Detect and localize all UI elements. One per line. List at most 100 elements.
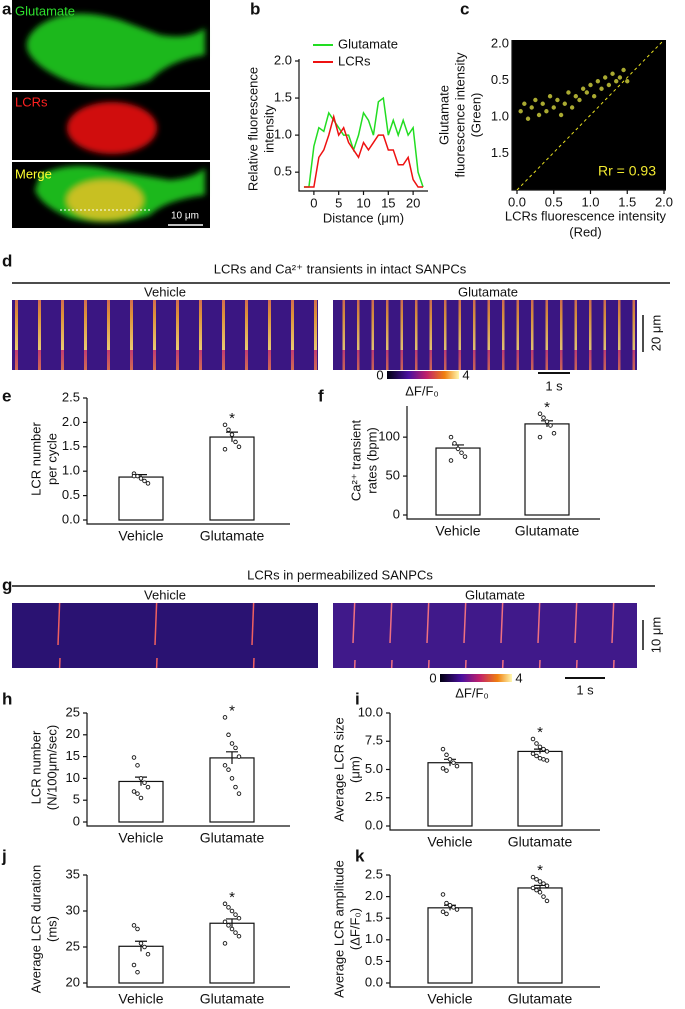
data-point bbox=[534, 753, 539, 759]
data-point bbox=[541, 894, 546, 899]
y-tick-label: 10.0 bbox=[358, 704, 383, 719]
x-tick-label: Glutamate bbox=[200, 830, 265, 846]
data-point bbox=[444, 768, 449, 773]
data-point bbox=[131, 962, 137, 968]
axes bbox=[389, 713, 600, 831]
data-point bbox=[222, 446, 228, 452]
scatter-point bbox=[606, 82, 612, 88]
identity-line bbox=[516, 39, 665, 191]
scatter-point bbox=[555, 97, 560, 103]
y-tick-label: 2.0 bbox=[274, 52, 292, 67]
data-point bbox=[459, 450, 464, 455]
y-tick-label: 0.5 bbox=[274, 164, 292, 179]
data-point bbox=[138, 795, 144, 801]
data-point bbox=[142, 478, 147, 484]
scatter-point bbox=[562, 101, 567, 106]
y-tick-label: 2.0 bbox=[62, 414, 80, 429]
scatter-point bbox=[621, 67, 626, 73]
data-point bbox=[236, 915, 242, 921]
y-tick-label: 1.5 bbox=[365, 910, 383, 925]
scatter-point bbox=[580, 86, 586, 91]
y-tick-label: 1.5 bbox=[62, 438, 80, 453]
y-axis-label: Average LCR duration bbox=[28, 865, 43, 993]
data-point bbox=[448, 458, 454, 463]
significance-marker: * bbox=[537, 724, 543, 741]
scatter-point bbox=[573, 94, 578, 99]
kymograph-events bbox=[333, 300, 637, 370]
y-axis-label: Average LCR amplitude bbox=[331, 860, 346, 998]
scale-label: 10 μm bbox=[171, 211, 199, 222]
scatter-point bbox=[551, 105, 556, 110]
x-tick-label: 1.5 bbox=[618, 194, 636, 209]
y-tick-label: 0.0 bbox=[365, 974, 383, 989]
annotation: Rr = 0.93 bbox=[598, 163, 656, 179]
x-axis-label: LCRs fluorescence intensity bbox=[505, 208, 667, 223]
channel-label: LCRs bbox=[15, 94, 48, 109]
panel-d: d LCRs and Ca²⁺ transients in intact SAN… bbox=[2, 251, 670, 398]
data-point bbox=[138, 941, 144, 946]
y-tick-label: 2.5 bbox=[365, 789, 383, 804]
data-point bbox=[226, 732, 231, 738]
data-point bbox=[229, 776, 235, 781]
y-tick-label: 1.0 bbox=[274, 127, 292, 142]
y-axis-label: per cycle bbox=[44, 433, 59, 485]
x-tick-label: 0.0 bbox=[508, 194, 526, 209]
axes bbox=[86, 398, 290, 525]
x-tick-label: Vehicle bbox=[435, 523, 480, 539]
scatter-point bbox=[591, 94, 597, 99]
data-point bbox=[440, 909, 446, 914]
y-tick-label: 0 bbox=[393, 506, 400, 521]
y-axis-label: (μm) bbox=[347, 756, 362, 783]
y-axis-label: intensity bbox=[261, 105, 276, 153]
data-point bbox=[236, 791, 242, 796]
scatter-point bbox=[588, 82, 593, 88]
data-point bbox=[444, 900, 449, 906]
panel-letter: i bbox=[355, 689, 360, 708]
data-point bbox=[530, 885, 536, 891]
legend-label: LCRs bbox=[338, 53, 371, 68]
condition-label: Glutamate bbox=[458, 284, 518, 299]
axes bbox=[406, 406, 600, 520]
panel-letter: h bbox=[2, 689, 12, 708]
y-tick-label: 1.0 bbox=[62, 463, 80, 478]
bar bbox=[118, 780, 164, 823]
x-tick-label: Vehicle bbox=[427, 834, 472, 850]
axes bbox=[298, 59, 428, 192]
bar bbox=[435, 447, 481, 516]
scatter-point bbox=[525, 116, 531, 121]
panel-g: g LCRs in permeabilized SANPCs Vehicle G… bbox=[2, 567, 663, 700]
y-tick-label: 1.0 bbox=[365, 931, 383, 946]
x-tick-label: 0 bbox=[310, 195, 317, 210]
data-point bbox=[135, 763, 140, 768]
y-tick-label: 25 bbox=[66, 704, 80, 719]
panel-letter: e bbox=[2, 386, 11, 405]
panel-letter: b bbox=[250, 0, 260, 18]
data-point bbox=[145, 951, 151, 957]
significance-marker: * bbox=[537, 862, 543, 879]
data-point bbox=[236, 754, 242, 759]
data-point bbox=[448, 434, 454, 440]
panel-letter: c bbox=[460, 0, 469, 18]
data-point bbox=[222, 763, 228, 768]
y-tick-label: 100 bbox=[378, 429, 400, 444]
data-point bbox=[541, 415, 546, 420]
data-point bbox=[233, 912, 238, 917]
scale-label: 10 μm bbox=[648, 617, 663, 653]
x-tick-label: Vehicle bbox=[118, 991, 163, 1007]
data-point bbox=[229, 926, 235, 932]
condition-label: Vehicle bbox=[144, 284, 186, 299]
y-axis-label: (ΔF/F₀) bbox=[347, 908, 362, 950]
data-point bbox=[537, 434, 543, 440]
axes bbox=[86, 875, 290, 988]
colorbar bbox=[440, 674, 512, 682]
data-point bbox=[530, 736, 536, 742]
condition-label: Glutamate bbox=[465, 587, 525, 602]
data-point bbox=[544, 883, 550, 889]
bar bbox=[209, 757, 255, 823]
scatter-point bbox=[603, 75, 608, 80]
y-tick-label: 0.5 bbox=[491, 72, 509, 87]
data-point bbox=[131, 755, 137, 760]
scale-label: 1 s bbox=[545, 378, 563, 393]
x-tick-label: Glutamate bbox=[200, 528, 265, 544]
